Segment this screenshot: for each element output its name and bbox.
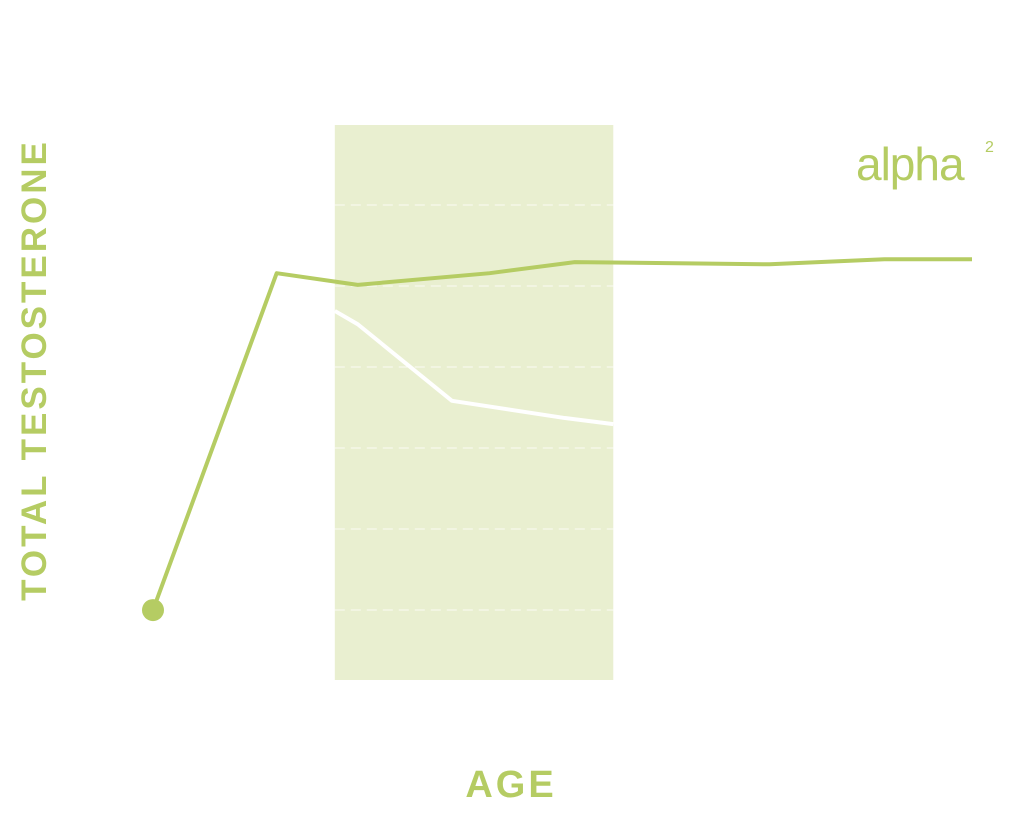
- line-layer: [142, 257, 972, 622]
- x-axis-label: AGE: [465, 764, 556, 806]
- logo: alpha: [856, 138, 965, 190]
- y-axis-label: TOTAL TESTOSTERONE: [15, 139, 54, 601]
- start-point: [142, 599, 164, 622]
- series-line: [151, 257, 972, 611]
- series-line: [333, 309, 614, 427]
- logo-superscript: 2: [985, 139, 994, 156]
